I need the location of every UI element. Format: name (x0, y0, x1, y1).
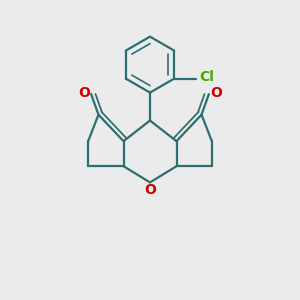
Text: O: O (78, 85, 90, 100)
Text: O: O (210, 85, 222, 100)
Text: O: O (144, 183, 156, 197)
Text: Cl: Cl (199, 70, 214, 84)
